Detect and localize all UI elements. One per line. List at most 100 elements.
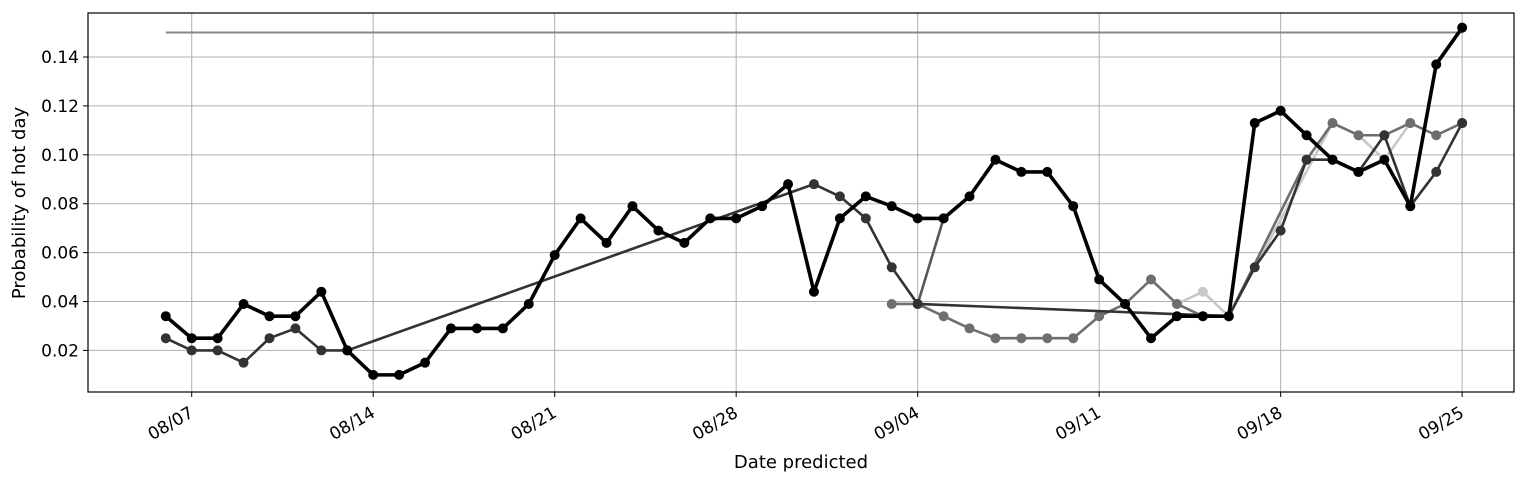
- series-segment: [838, 194, 868, 221]
- x-tick-label: 08/14: [326, 403, 378, 445]
- y-tick-label: 0.06: [41, 244, 79, 264]
- data-point: [575, 213, 586, 224]
- data-point: [1249, 118, 1260, 129]
- series-segment: [423, 326, 453, 365]
- series-segment: [345, 182, 816, 352]
- data-point: [186, 345, 197, 356]
- data-point: [1042, 333, 1053, 344]
- data-point: [264, 333, 275, 344]
- plot-background: [88, 13, 1514, 392]
- series-segment: [786, 182, 816, 294]
- data-point: [964, 191, 975, 202]
- y-tick-label: 0.12: [41, 97, 79, 117]
- data-point: [627, 201, 638, 212]
- data-point: [1431, 130, 1442, 141]
- series-group: [160, 22, 1468, 380]
- data-point: [1016, 166, 1027, 177]
- data-point: [1171, 311, 1182, 322]
- series-segment: [163, 314, 194, 341]
- data-point: [368, 369, 379, 380]
- x-tick-label: 08/21: [508, 403, 560, 445]
- data-point: [705, 213, 716, 224]
- data-point: [394, 369, 405, 380]
- series-segment: [1227, 121, 1257, 319]
- data-point: [445, 323, 456, 334]
- series-segment: [1434, 121, 1464, 174]
- data-point: [1120, 298, 1131, 309]
- x-axis-label: Date predicted: [734, 452, 868, 473]
- series-segment: [967, 157, 998, 199]
- series-segment: [1123, 302, 1153, 341]
- data-point: [290, 311, 301, 322]
- data-point: [1197, 311, 1208, 322]
- data-point: [1379, 154, 1390, 165]
- y-tick-label: 0.14: [41, 48, 79, 68]
- series-segment: [760, 182, 790, 208]
- data-point: [964, 323, 975, 334]
- data-point: [886, 262, 897, 273]
- data-point: [860, 191, 871, 202]
- data-point: [1275, 105, 1286, 116]
- series-segment: [319, 289, 350, 353]
- series-segment: [812, 216, 842, 294]
- data-point: [1353, 166, 1364, 177]
- series-segment: [215, 302, 246, 341]
- series-segment: [242, 336, 271, 364]
- y-tick-label: 0.02: [41, 341, 79, 361]
- series-segment: [1383, 121, 1412, 162]
- data-point: [212, 333, 223, 344]
- data-point: [1457, 118, 1468, 129]
- data-point: [1094, 274, 1105, 285]
- x-tick-label: 09/11: [1052, 403, 1104, 445]
- data-point: [1431, 59, 1442, 70]
- series-segment: [1382, 157, 1413, 208]
- plot-frame: [87, 12, 1515, 393]
- data-point: [471, 323, 482, 334]
- series-3: [160, 118, 1468, 368]
- series-segment: [526, 253, 557, 306]
- series-segment: [1357, 133, 1386, 162]
- data-point: [1405, 201, 1416, 212]
- series-segment: [604, 204, 635, 245]
- data-point: [1016, 333, 1027, 344]
- data-point: [886, 201, 897, 212]
- data-point: [1042, 166, 1053, 177]
- data-point: [238, 357, 249, 368]
- series-segment: [682, 216, 713, 245]
- series-segment: [1201, 290, 1231, 318]
- data-point: [290, 323, 301, 334]
- x-tick-label: 09/25: [1415, 403, 1467, 445]
- data-point: [757, 201, 768, 212]
- series-segment: [1357, 133, 1386, 174]
- series-segment: [864, 217, 894, 269]
- data-point: [938, 213, 949, 224]
- data-point: [212, 345, 223, 356]
- data-point: [316, 286, 327, 297]
- series-segment: [345, 348, 376, 377]
- data-point: [549, 250, 560, 261]
- series-segment: [1071, 204, 1101, 282]
- data-point: [1171, 298, 1182, 309]
- x-tick-label: 09/04: [871, 403, 923, 445]
- data-point: [316, 345, 327, 356]
- data-point: [1146, 274, 1157, 285]
- data-point: [601, 237, 612, 248]
- series-segment: [578, 216, 609, 245]
- series-segment: [1279, 158, 1308, 232]
- data-point: [1405, 118, 1416, 129]
- series-segment: [1253, 229, 1282, 269]
- data-point: [1353, 130, 1364, 141]
- x-tick-label: 08/28: [689, 403, 741, 445]
- series-segment: [293, 289, 324, 319]
- data-point: [1094, 311, 1105, 322]
- data-point: [1431, 166, 1442, 177]
- data-point: [497, 323, 508, 334]
- series-segment: [1434, 25, 1464, 67]
- data-point: [1327, 118, 1338, 129]
- data-point: [938, 311, 949, 322]
- data-point: [1249, 262, 1260, 273]
- y-tick-label: 0.08: [41, 195, 79, 215]
- data-point: [653, 225, 664, 236]
- y-tick-label: 0.10: [41, 146, 79, 166]
